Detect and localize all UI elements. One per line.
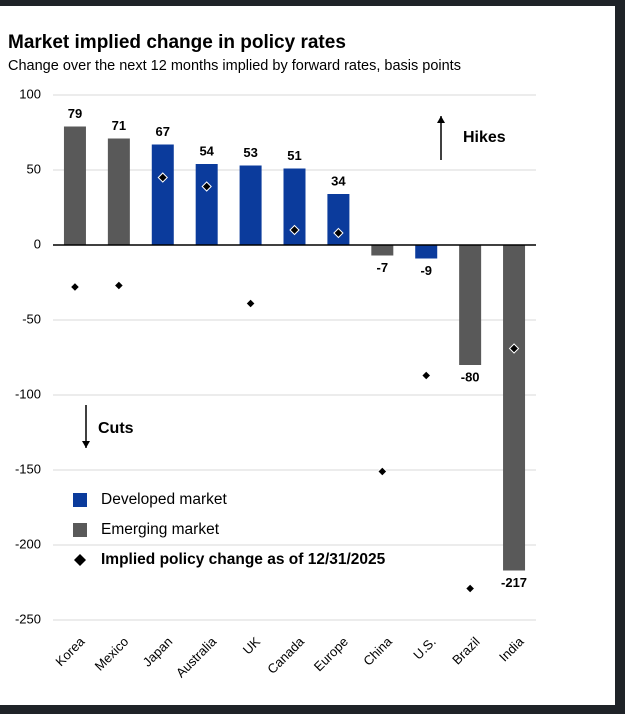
annotation-arrowhead	[82, 441, 90, 448]
bar	[239, 165, 262, 245]
legend-swatch	[74, 554, 86, 566]
y-tick-label: -100	[15, 386, 41, 401]
value-label: 51	[287, 148, 301, 163]
bar	[151, 144, 174, 245]
marker-diamond	[289, 224, 300, 236]
value-label: 53	[243, 145, 257, 160]
annotation-text: Hikes	[463, 129, 506, 146]
bar	[195, 164, 218, 245]
bar	[371, 245, 394, 256]
y-tick-label: -200	[15, 536, 41, 551]
bar	[415, 245, 438, 259]
value-label: 34	[331, 173, 346, 188]
marker-diamond	[377, 466, 388, 477]
y-tick-label: -250	[15, 611, 41, 626]
value-label: 79	[68, 106, 82, 121]
bar	[63, 126, 86, 245]
y-tick-label: -150	[15, 461, 41, 476]
value-label: -9	[420, 263, 432, 278]
annotation-arrowhead	[437, 116, 445, 123]
legend-label: Developed market	[101, 491, 227, 508]
value-label: 71	[112, 118, 126, 133]
bar	[327, 194, 350, 245]
bar	[459, 245, 482, 365]
bar	[283, 168, 306, 245]
legend-swatch	[73, 493, 87, 507]
value-label: 54	[199, 143, 214, 158]
value-label: -217	[501, 575, 527, 590]
y-tick-label: 0	[34, 236, 41, 251]
value-label: -7	[377, 260, 389, 275]
value-label: -80	[461, 369, 480, 384]
marker-diamond	[464, 583, 476, 594]
bar	[107, 138, 130, 245]
marker-diamond	[421, 370, 432, 381]
marker-diamond	[245, 298, 256, 309]
chart-subtitle: Change over the next 12 months implied b…	[8, 58, 461, 74]
y-tick-label: 50	[27, 161, 41, 176]
legend-swatch	[73, 523, 87, 537]
marker-diamond	[69, 281, 81, 293]
legend-label: Implied policy change as of 12/31/2025	[101, 551, 386, 568]
marker-diamond	[333, 227, 344, 239]
chart-title: Market implied change in policy rates	[8, 32, 346, 53]
bar	[503, 245, 526, 571]
marker-diamond	[157, 172, 168, 183]
marker-diamond	[201, 181, 212, 192]
marker-diamond	[113, 280, 125, 291]
value-label: 67	[156, 124, 170, 139]
legend-label: Emerging market	[101, 521, 220, 538]
marker-diamond	[508, 343, 520, 354]
y-tick-label: 100	[19, 86, 41, 101]
annotation-text: Cuts	[98, 420, 134, 437]
y-tick-label: -50	[22, 311, 41, 326]
